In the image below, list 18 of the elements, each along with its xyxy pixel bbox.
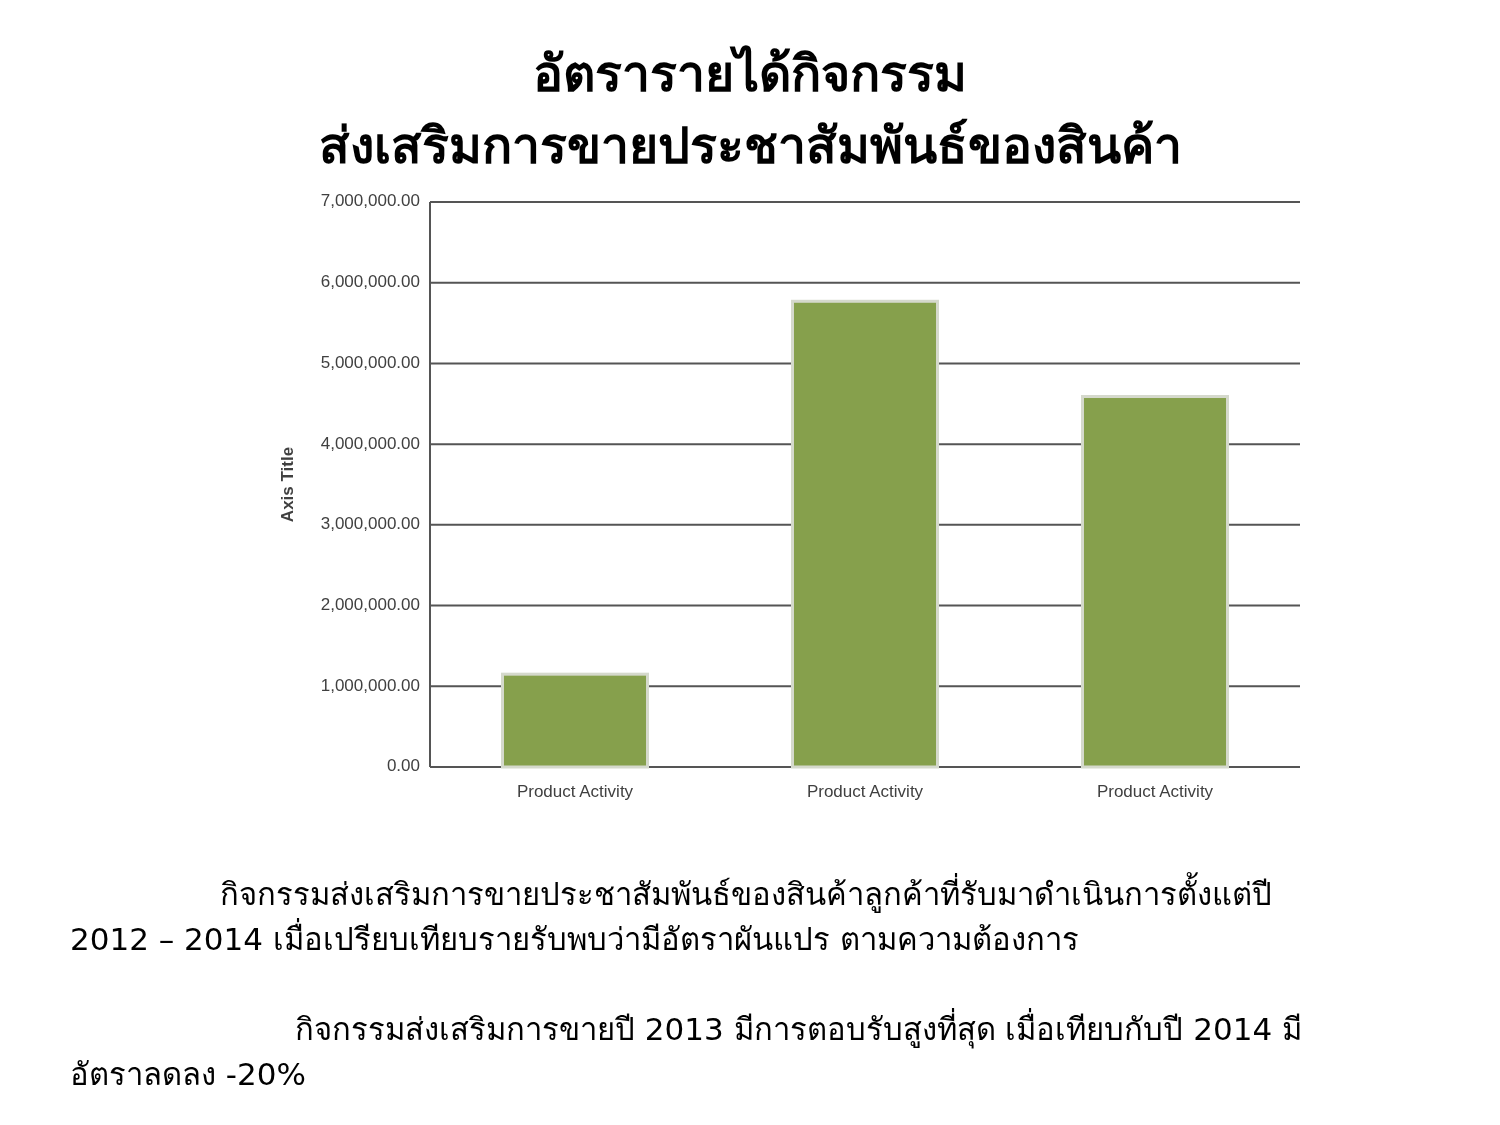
- y-tick-label: 3,000,000.00: [320, 514, 420, 534]
- y-tick-label: 0.00: [386, 756, 420, 776]
- x-tick-label: Product Activity: [806, 782, 924, 801]
- chart-title: อัตรารายได้กิจกรรม ส่งเสริมการขายประชาสัมพันธ์ของสินค้า: [317, 44, 1183, 177]
- x-tick-label: Product Activity: [1096, 782, 1214, 801]
- y-tick-label: 6,000,000.00: [320, 272, 420, 292]
- y-tick-label: 4,000,000.00: [320, 433, 420, 453]
- y-tick-label: 2,000,000.00: [320, 595, 420, 615]
- text: กิจกรรมส่งเสริมการขายปี 2013 มีการตอบรับสูงที่สุด เมื่อเทียบกับปี 2014 มีอัตราลดลง -20%: [70, 1007, 1304, 1094]
- bar: [1081, 395, 1229, 769]
- bar: [791, 299, 939, 769]
- y-tick-label: 7,000,000.00: [320, 191, 420, 211]
- x-tick-label: Product Activity: [516, 782, 634, 801]
- y-axis-title: Axis Title: [278, 446, 297, 523]
- bar: [501, 672, 649, 769]
- y-tick-label: 1,000,000.00: [320, 675, 420, 695]
- y-tick-label: 5,000,000.00: [320, 352, 420, 372]
- text: กิจกรรมส่งเสริมการขายประชาสัมพันธ์ของสินค้าลูกค้าที่รับมาดำเนินการตั้งแต่ปี 2012 – 2014 เมื่อเปรียบเทียบรายรับพบว่ามีอัตราผันแปร ตามความต้องการ: [70, 872, 1273, 959]
